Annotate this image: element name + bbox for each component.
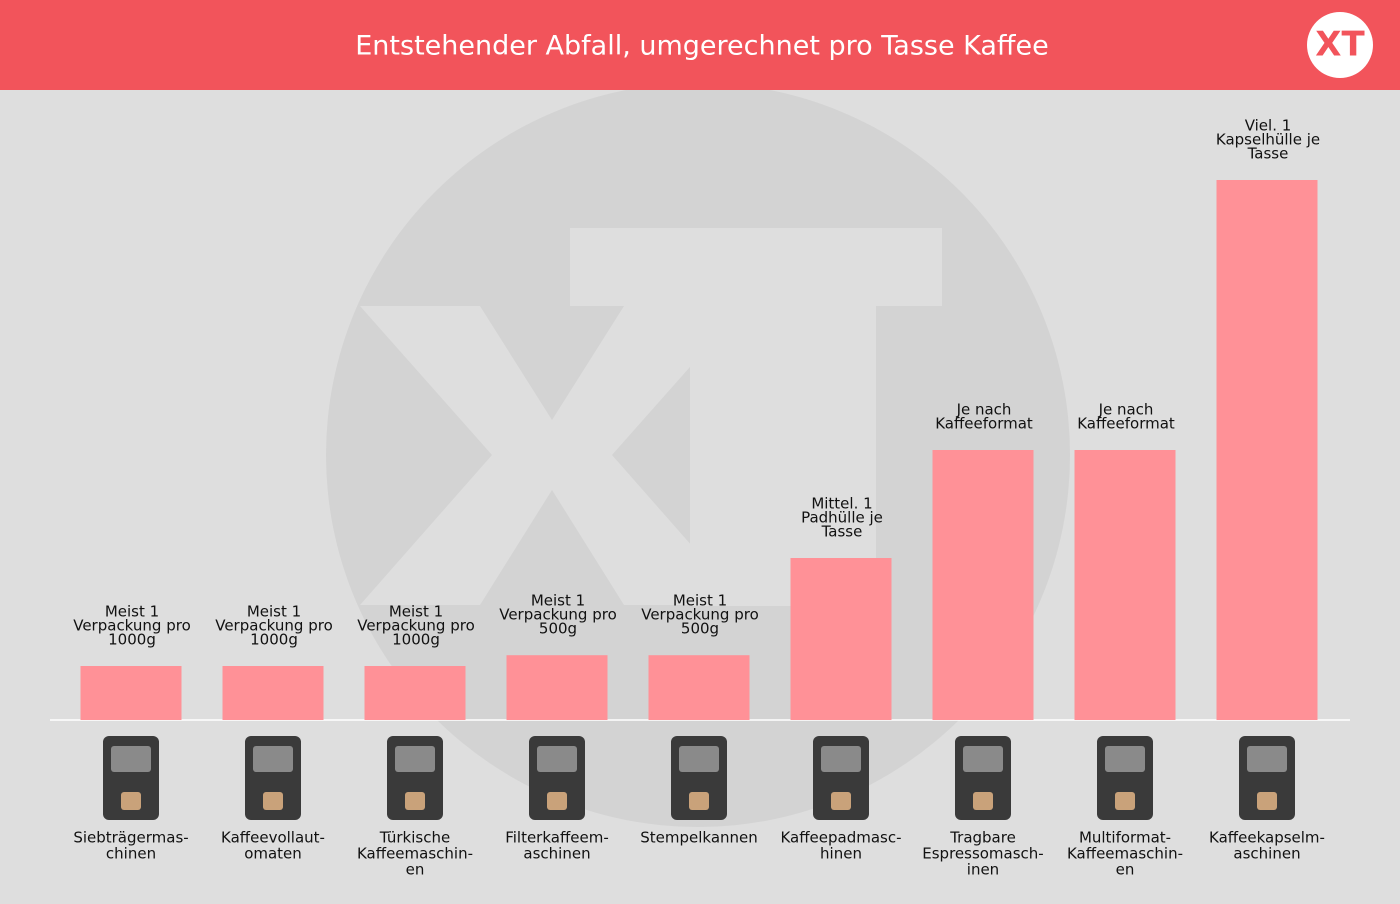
x-tick-label: en [406, 861, 425, 879]
x-tick-label: Türkische [379, 829, 450, 847]
bar [364, 666, 466, 720]
x-tick-label: inen [967, 861, 999, 879]
product-panel [1247, 746, 1287, 772]
x-tick-label: aschinen [523, 845, 590, 863]
bar-annotation: Verpackung pro [357, 617, 475, 635]
x-tick-label: aschinen [1233, 845, 1300, 863]
product-cup [121, 792, 141, 810]
product-panel [963, 746, 1003, 772]
x-tick-label: Kaffeevollaut- [221, 829, 325, 847]
bar-annotation: 500g [681, 620, 719, 638]
bar-annotation: Je nach [956, 401, 1012, 419]
bar [506, 655, 608, 720]
product-cup [405, 792, 425, 810]
bar-annotation: Mittel. 1 [811, 495, 872, 513]
bar-annotation: Verpackung pro [641, 606, 759, 624]
product-cup [263, 792, 283, 810]
product-icon [103, 736, 159, 820]
bar [932, 450, 1034, 720]
bar-annotation: Tasse [821, 523, 863, 541]
bar-annotation: Meist 1 [389, 603, 443, 621]
x-tick-label: Kaffeekapselm- [1209, 829, 1325, 847]
product-icon [245, 736, 301, 820]
bar [1074, 450, 1176, 720]
bar [1216, 180, 1318, 720]
x-tick-label: en [1116, 861, 1135, 879]
product-cup [1257, 792, 1277, 810]
header [0, 0, 1400, 90]
x-tick-label: Kaffeepadmasc- [780, 829, 901, 847]
product-icon [671, 736, 727, 820]
x-tick-label: chinen [106, 845, 156, 863]
bar-annotation: Verpackung pro [499, 606, 617, 624]
svg-text:XT: XT [1315, 25, 1365, 65]
product-cup [973, 792, 993, 810]
bar-annotation: Je nach [1098, 401, 1154, 419]
product-cup [1115, 792, 1135, 810]
product-icon [387, 736, 443, 820]
product-icon [955, 736, 1011, 820]
x-tick-label: Kaffeemaschin- [357, 845, 473, 863]
bar-annotation: Verpackung pro [215, 617, 333, 635]
x-tick-label: omaten [244, 845, 302, 863]
bar-annotation: Tasse [1247, 145, 1289, 163]
bar-annotation: Meist 1 [531, 592, 585, 610]
bar [222, 666, 324, 720]
bar-annotation: 1000g [250, 631, 298, 649]
product-panel [111, 746, 151, 772]
bar-annotation: 1000g [392, 631, 440, 649]
bar-annotation: Kaffeeformat [935, 415, 1033, 433]
product-icon [1239, 736, 1295, 820]
bar-annotation: 1000g [108, 631, 156, 649]
bar-annotation: Meist 1 [105, 603, 159, 621]
product-icon [529, 736, 585, 820]
bar-annotation: Meist 1 [673, 592, 727, 610]
x-tick-label: Filterkaffeem- [505, 829, 609, 847]
x-tick-label: Espressomasch- [922, 845, 1043, 863]
bar-annotation: Padhülle je [801, 509, 883, 527]
chart-title: Entstehender Abfall, umgerechnet pro Tas… [355, 31, 1049, 62]
x-tick-label: Kaffeemaschin- [1067, 845, 1183, 863]
logo: XT [1307, 12, 1373, 78]
bar-annotation: Viel. 1 [1245, 117, 1292, 135]
bar [790, 558, 892, 720]
product-panel [679, 746, 719, 772]
product-icon [813, 736, 869, 820]
bar-annotation: Verpackung pro [73, 617, 191, 635]
bar-annotation: Kapselhülle je [1216, 131, 1320, 149]
bar-annotation: 500g [539, 620, 577, 638]
bar-annotation: Meist 1 [247, 603, 301, 621]
x-tick-label: Tragbare [949, 829, 1016, 847]
product-icon [1097, 736, 1153, 820]
product-panel [395, 746, 435, 772]
product-cup [831, 792, 851, 810]
product-cup [547, 792, 567, 810]
x-tick-label: Siebträgermas- [73, 829, 188, 847]
product-panel [253, 746, 293, 772]
product-panel [1105, 746, 1145, 772]
product-cup [689, 792, 709, 810]
x-tick-label: Multiformat- [1079, 829, 1171, 847]
x-tick-label: Stempelkannen [640, 829, 758, 847]
bar [80, 666, 182, 720]
bar-annotation: Kaffeeformat [1077, 415, 1175, 433]
product-panel [537, 746, 577, 772]
x-tick-label: hinen [820, 845, 862, 863]
bar [648, 655, 750, 720]
product-panel [821, 746, 861, 772]
